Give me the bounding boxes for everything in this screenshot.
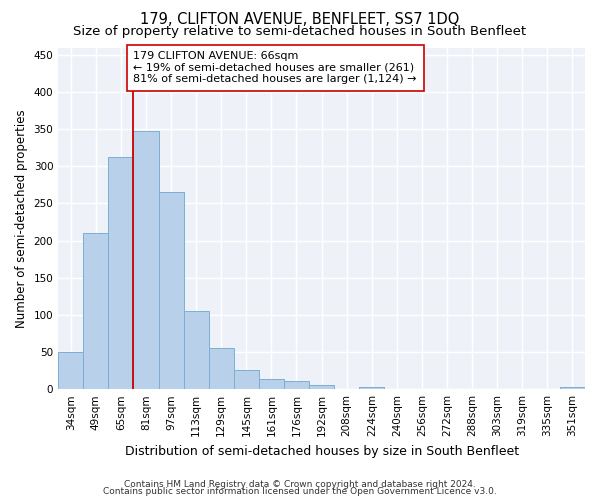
Bar [83, 233, 109, 389]
Text: Contains HM Land Registry data © Crown copyright and database right 2024.: Contains HM Land Registry data © Crown c… [124, 480, 476, 489]
Y-axis label: Number of semi-detached properties: Number of semi-detached properties [15, 109, 28, 328]
X-axis label: Distribution of semi-detached houses by size in South Benfleet: Distribution of semi-detached houses by … [125, 444, 518, 458]
Bar [259, 379, 284, 389]
Text: 179, CLIFTON AVENUE, BENFLEET, SS7 1DQ: 179, CLIFTON AVENUE, BENFLEET, SS7 1DQ [140, 12, 460, 28]
Bar [234, 370, 259, 389]
Text: 179 CLIFTON AVENUE: 66sqm
← 19% of semi-detached houses are smaller (261)
81% of: 179 CLIFTON AVENUE: 66sqm ← 19% of semi-… [133, 51, 417, 84]
Bar [109, 158, 133, 389]
Bar [209, 348, 234, 389]
Bar [133, 130, 158, 389]
Bar [184, 311, 209, 389]
Bar [359, 387, 385, 389]
Text: Contains public sector information licensed under the Open Government Licence v3: Contains public sector information licen… [103, 487, 497, 496]
Bar [58, 352, 83, 389]
Bar [158, 192, 184, 389]
Bar [309, 386, 334, 389]
Text: Size of property relative to semi-detached houses in South Benfleet: Size of property relative to semi-detach… [73, 25, 527, 38]
Bar [284, 381, 309, 389]
Bar [560, 387, 585, 389]
